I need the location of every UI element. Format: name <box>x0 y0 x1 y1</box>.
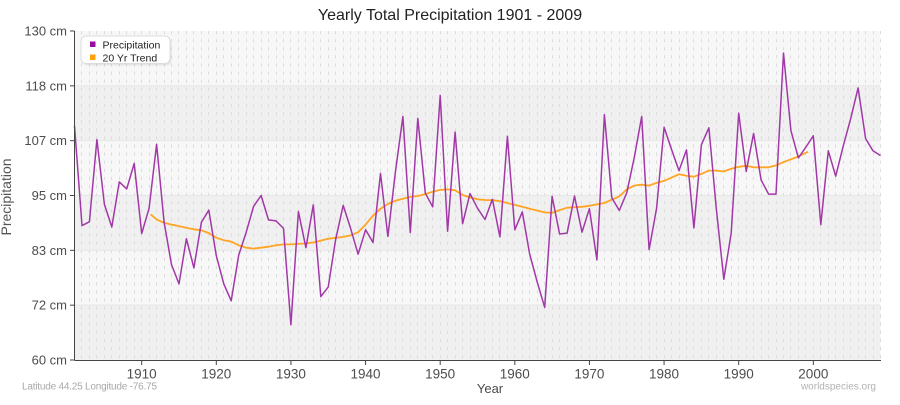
svg-text:Year: Year <box>477 381 504 396</box>
svg-text:Yearly Total Precipitation 190: Yearly Total Precipitation 1901 - 2009 <box>318 7 582 24</box>
svg-text:1920: 1920 <box>201 367 231 382</box>
svg-text:1970: 1970 <box>574 367 604 382</box>
svg-text:1940: 1940 <box>351 367 381 382</box>
svg-text:1930: 1930 <box>276 367 306 382</box>
svg-text:83 cm: 83 cm <box>32 243 67 258</box>
svg-text:107 cm: 107 cm <box>24 133 67 148</box>
svg-text:60 cm: 60 cm <box>32 353 67 368</box>
svg-text:95 cm: 95 cm <box>32 188 67 203</box>
svg-text:1950: 1950 <box>425 367 455 382</box>
svg-text:Precipitation: Precipitation <box>103 40 161 52</box>
svg-text:118 cm: 118 cm <box>25 78 67 93</box>
svg-text:72 cm: 72 cm <box>32 298 67 313</box>
svg-text:20 Yr Trend: 20 Yr Trend <box>103 53 158 65</box>
svg-text:1960: 1960 <box>500 367 530 382</box>
svg-text:Latitude 44.25 Longitude -76.7: Latitude 44.25 Longitude -76.75 <box>22 382 157 393</box>
svg-text:1990: 1990 <box>724 367 754 382</box>
svg-text:2000: 2000 <box>798 367 828 382</box>
svg-text:1910: 1910 <box>127 367 157 382</box>
svg-text:worldspecies.org: worldspecies.org <box>800 382 876 393</box>
svg-text:Precipitation: Precipitation <box>0 158 14 235</box>
svg-text:1980: 1980 <box>649 367 679 382</box>
svg-text:130 cm: 130 cm <box>24 24 67 39</box>
